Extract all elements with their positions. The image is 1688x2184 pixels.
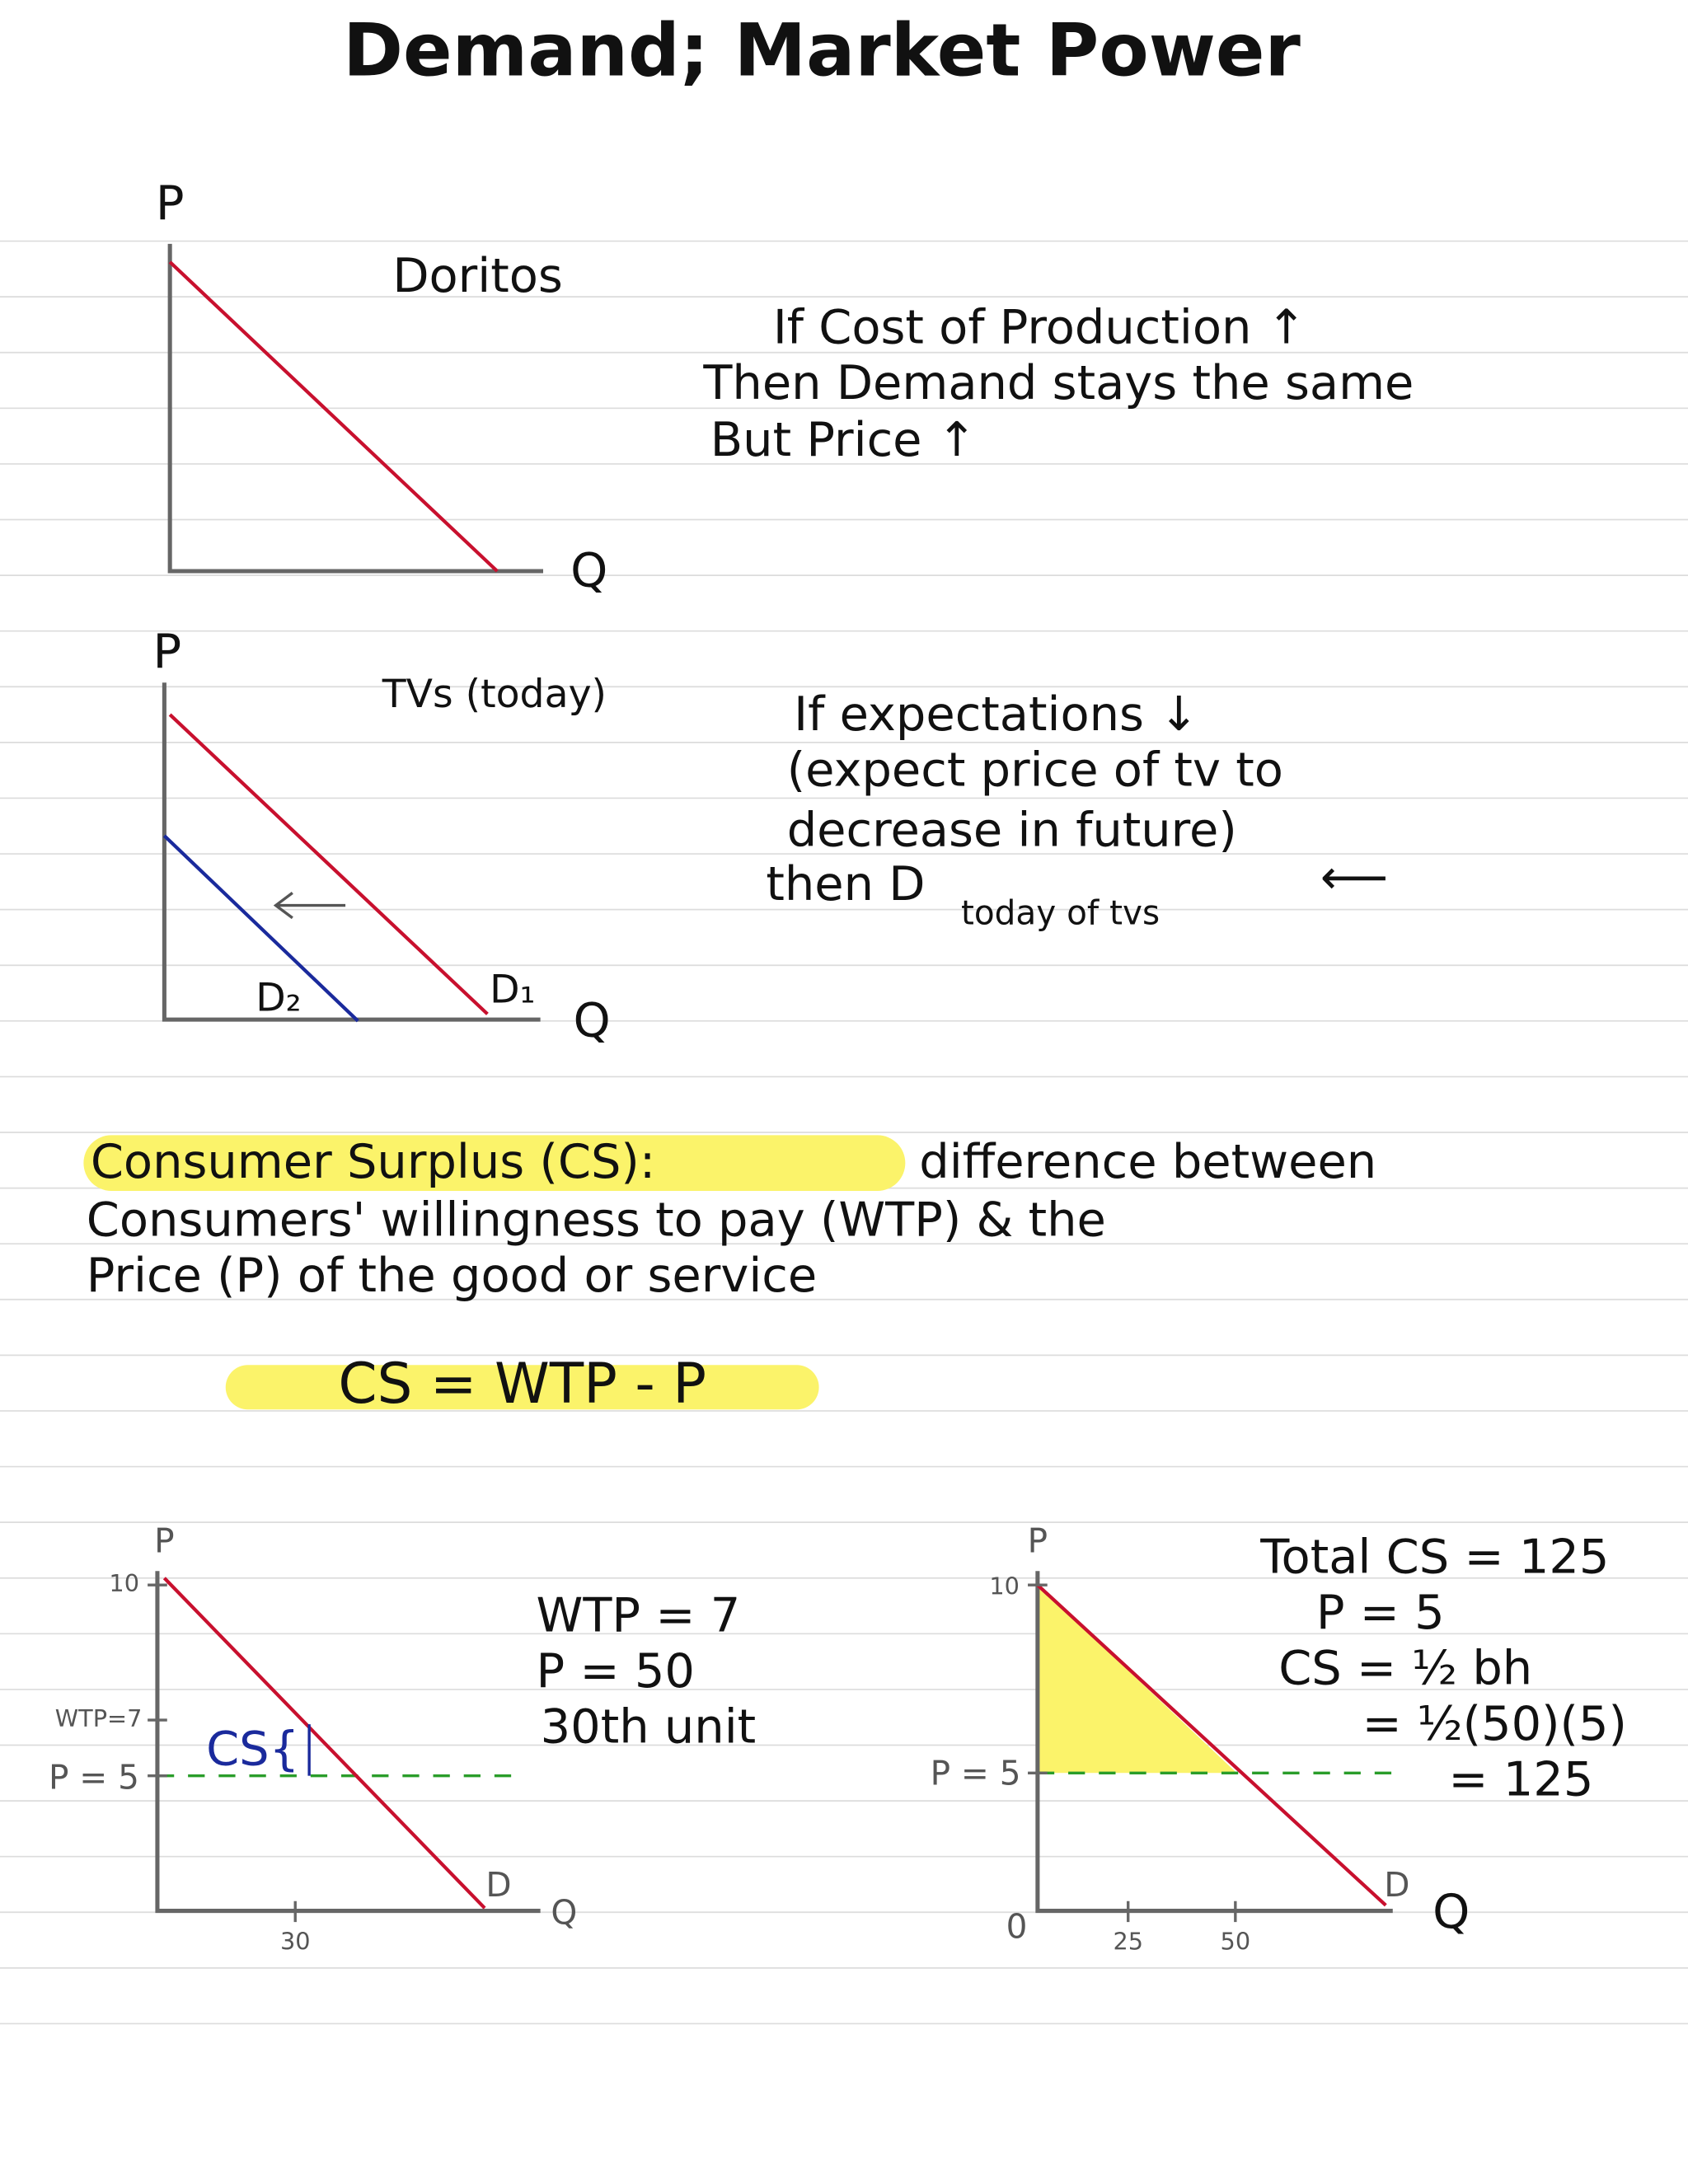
axis-label: Q [551,1893,577,1933]
note-line: CS = ½ bh [1278,1641,1532,1696]
shift-arrow [273,892,346,920]
note-line: P = 50 [537,1643,695,1699]
tick-label: 50 [1221,1927,1251,1955]
ticks [1028,1583,1237,1923]
definition-text: difference between [919,1133,1376,1188]
note-line: decrease in future) [787,802,1237,857]
note-line: P = 5 [1316,1585,1445,1640]
ticks [148,1583,297,1923]
tick-label: 10 [989,1572,1020,1601]
tick-label: WTP=7 [55,1704,143,1732]
axis-label: P [152,624,181,679]
definition-line: Consumer Surplus (CS): difference between [91,1133,1376,1188]
graph-wtp: P Q D 10 WTP=7 P = 5 30 CS{ [49,1521,577,1955]
tick-label: P = 5 [49,1758,139,1797]
note-line: Then Demand stays the same [702,355,1414,410]
note-line: Total CS = 125 [1259,1529,1609,1584]
curve-label: D₂ [256,975,301,1020]
demand-curve [168,260,499,573]
note-line: But Price ↑ [710,412,977,467]
subscript: today of tvs [961,893,1160,932]
curve-label: D [1384,1865,1409,1905]
tick-label: 0 [1006,1907,1028,1947]
graph-tvs: P Q TVs (today) D₂ D₁ [152,624,610,1048]
graph-label: TVs (today) [382,672,607,717]
curve-label: D₁ [490,967,535,1012]
note-line: = ½(50)(5) [1362,1696,1627,1751]
axis-label: Q [570,543,607,598]
axes [155,1571,541,1914]
tick-label: 10 [109,1569,139,1597]
demand-curve [1036,1583,1387,1907]
highlight [225,1365,819,1410]
tick-label: 25 [1113,1927,1143,1955]
curve-label: D [485,1865,511,1905]
note-line: then D [766,856,925,912]
axes [167,243,544,574]
demand-curve-1 [168,713,489,1015]
note-line: 30th unit [541,1699,757,1755]
definition-line: Consumers' willingness to pay (WTP) & th… [87,1192,1106,1247]
note-line: = 125 [1448,1752,1593,1807]
graph-doritos: P Q Doritos [156,176,608,598]
annotation: CS{ [206,1722,299,1777]
term: Consumer Surplus (CS): [91,1133,655,1188]
graph-label: Doritos [392,248,563,303]
axis-label: Q [574,993,611,1048]
formula: CS = WTP - P [338,1351,706,1416]
note-line: If expectations ↓ [794,687,1198,742]
note-line: WTP = 7 [537,1587,741,1643]
axis-label: P [156,176,185,231]
tick-label: P = 5 [931,1754,1021,1793]
demand-curve [162,1577,486,1910]
axes [1035,1571,1393,1914]
tick-label: 30 [280,1927,311,1955]
highlight [83,1135,906,1191]
axes [162,682,541,1022]
axis-label: P [1028,1521,1048,1560]
axis-label: P [154,1521,174,1560]
arrow: ⟵ [1320,850,1388,905]
axis-label: Q [1432,1884,1470,1939]
note-line: (expect price of tv to [787,743,1283,798]
definition-line: Price (P) of the good or service [87,1248,817,1303]
note-line: If Cost of Production ↑ [773,299,1306,354]
demand-curve-2 [162,834,359,1023]
title: Demand; Market Power [343,8,1301,93]
